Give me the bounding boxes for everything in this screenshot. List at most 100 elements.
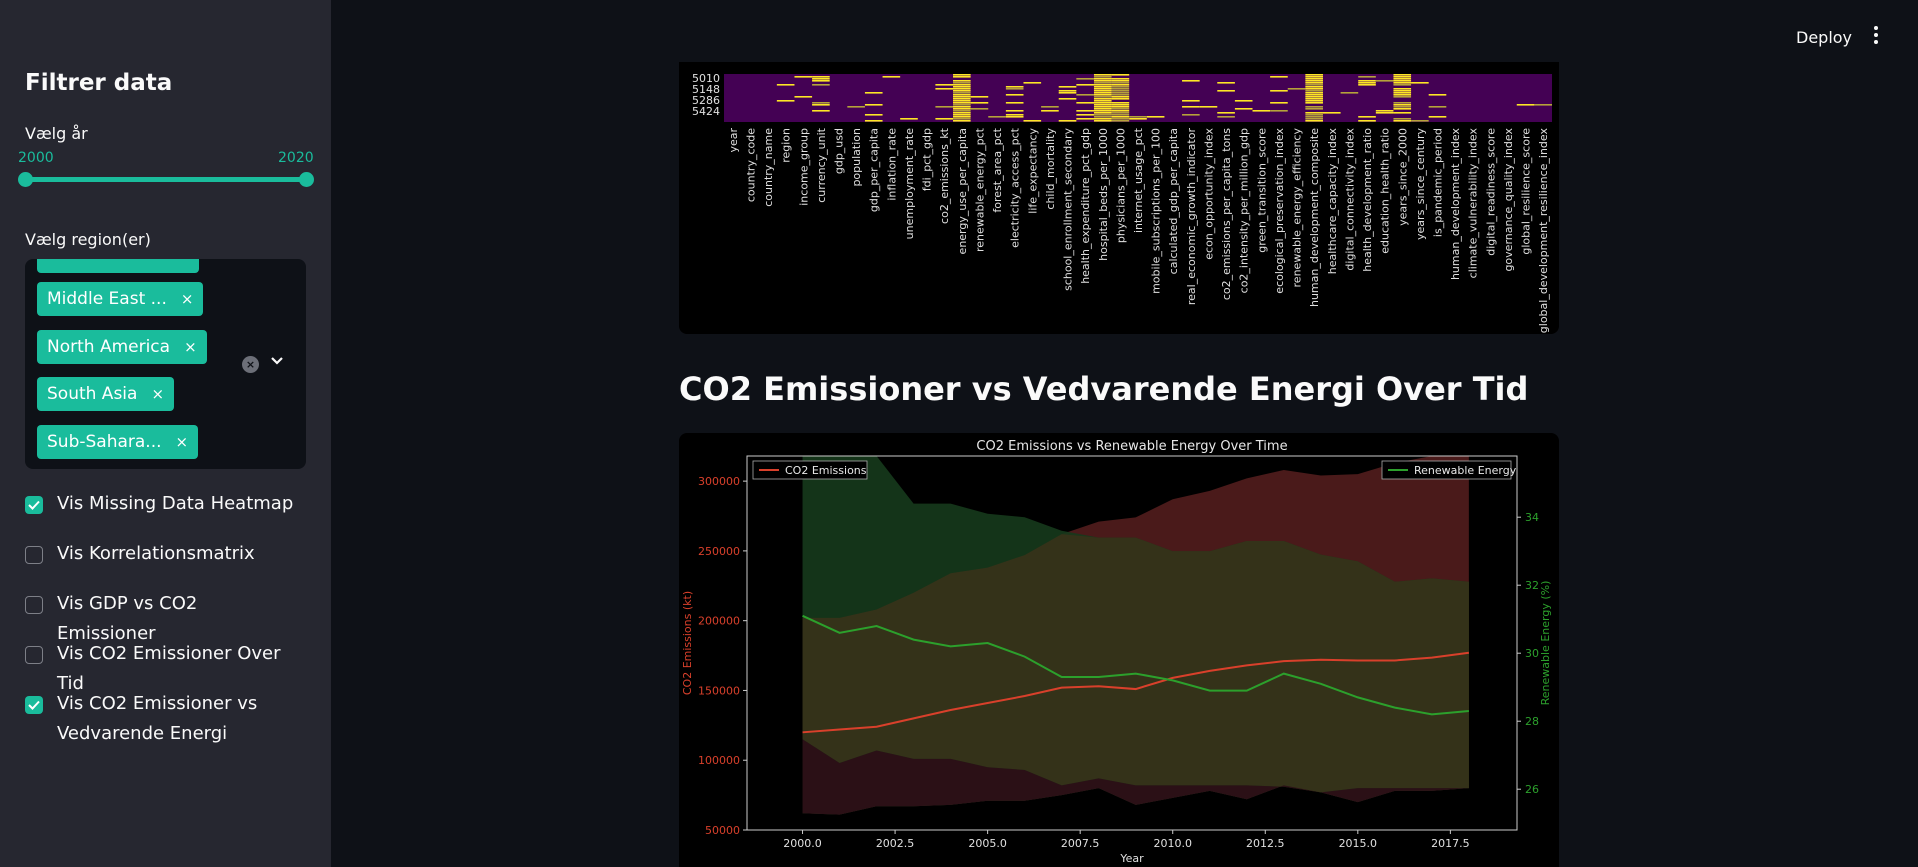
heatmap-missing-cell [1058, 92, 1077, 94]
heatmap-missing-cell [1305, 118, 1323, 120]
heatmap-missing-cell [1393, 104, 1412, 106]
checkbox-unchecked-icon[interactable] [25, 646, 43, 664]
checkbox-checked-icon[interactable] [25, 696, 43, 714]
heatmap-missing-cell [1076, 118, 1094, 120]
heatmap-column-label: population [850, 128, 863, 187]
remove-tag-icon[interactable]: × [180, 290, 194, 308]
heatmap-missing-cell [1393, 76, 1412, 78]
heatmap-missing-cell [1305, 80, 1323, 82]
x-axis-label: Year [1119, 852, 1144, 865]
heatmap-area [724, 74, 1552, 122]
heatmap-missing-cell [1111, 82, 1130, 84]
heatmap-missing-cell [1428, 106, 1447, 108]
heatmap-column-label: global_development_resilience_index [1537, 128, 1550, 334]
heatmap-missing-cell [1411, 120, 1429, 122]
checkbox-co2-vs-renewable[interactable]: Vis CO2 Emissioner vs Vedvarende Energi [25, 693, 297, 749]
heatmap-missing-cell [1217, 116, 1235, 118]
checkbox-unchecked-icon[interactable] [25, 596, 43, 614]
heatmap-missing-cell [1305, 112, 1323, 114]
heatmap-missing-cell [1199, 106, 1218, 108]
heatmap-missing-cell [953, 82, 971, 84]
x-tick-label: 2017.5 [1431, 837, 1470, 850]
checkbox-checked-icon[interactable] [25, 496, 43, 514]
checkbox-correlation[interactable]: Vis Korrelationsmatrix [25, 543, 297, 569]
heatmap-missing-cell [1093, 80, 1112, 82]
y-axis-label: CO2 Emissions (kt) [681, 591, 694, 695]
heatmap-missing-cell [1005, 86, 1024, 88]
heatmap-column-label: internet_usage_pct [1132, 127, 1145, 233]
heatmap-missing-cell [1111, 112, 1130, 114]
y-right-axis-label: Renewable Energy (%) [1539, 581, 1552, 706]
heatmap-column-label: country_code [744, 128, 757, 202]
checkbox-missing-heatmap[interactable]: Vis Missing Data Heatmap [25, 493, 297, 519]
remove-tag-icon[interactable]: × [151, 385, 165, 403]
heatmap-missing-cell [1270, 102, 1288, 104]
heatmap-column-label: real_economic_growth_indicator [1185, 128, 1198, 306]
heatmap-missing-cell [1005, 110, 1024, 112]
heatmap-column-label: co2_emissions_per_capita_tons [1220, 128, 1233, 300]
y-tick-label: 200000 [698, 615, 740, 628]
remove-tag-icon[interactable]: × [184, 338, 197, 356]
heatmap-missing-cell [1093, 102, 1112, 104]
year-slider-track[interactable] [25, 177, 306, 182]
heatmap-missing-cell [953, 86, 971, 88]
heatmap-missing-cell [1111, 86, 1130, 88]
heatmap-missing-cell [1270, 90, 1288, 92]
heatmap-missing-cell [1111, 102, 1130, 104]
heatmap-missing-cell [1093, 74, 1112, 76]
year-slider-max-handle[interactable] [299, 172, 314, 187]
heatmap-missing-cell [1393, 92, 1412, 94]
heatmap-missing-cell [1305, 94, 1323, 96]
heatmap-missing-cell [1093, 84, 1112, 86]
y-tick-label: 100000 [698, 754, 740, 767]
heatmap-missing-cell [1111, 106, 1130, 108]
heatmap-column-label: unemployment_rate [903, 128, 916, 240]
heatmap-column-label: education_health_ratio [1379, 128, 1392, 254]
region-multiselect[interactable]: Middle East ... × North America × South … [25, 259, 306, 469]
chevron-down-icon[interactable] [269, 353, 285, 369]
heatmap-row-label: 5010 [692, 72, 720, 85]
checkbox-co2-over-time[interactable]: Vis CO2 Emissioner Over Tid [25, 643, 297, 699]
heatmap-missing-cell [1305, 84, 1323, 86]
x-tick-label: 2010.0 [1153, 837, 1192, 850]
heatmap-missing-cell [1111, 120, 1130, 122]
heatmap-missing-cell [1393, 96, 1412, 98]
heatmap-missing-cell [953, 102, 971, 104]
x-tick-label: 2005.0 [968, 837, 1007, 850]
heatmap-missing-cell [1305, 88, 1323, 90]
heatmap-column-label: year [727, 128, 740, 153]
heatmap-missing-cell [1393, 84, 1412, 86]
heatmap-missing-cell [1305, 90, 1323, 92]
year-slider-min-handle[interactable] [18, 172, 33, 187]
checkbox-gdp-co2[interactable]: Vis GDP vs CO2 Emissioner [25, 593, 297, 649]
heatmap-missing-cell [1005, 94, 1024, 96]
heatmap-missing-cell [1305, 92, 1323, 94]
heatmap-column-label: forest_area_pct [991, 127, 1004, 212]
heatmap-column-label: school_enrollment_secondary [1062, 128, 1075, 291]
heatmap-missing-cell [1516, 104, 1535, 106]
vertical-dots-icon[interactable] [1872, 26, 1880, 47]
year-slider-max: 2020 [278, 150, 314, 166]
heatmap-missing-cell [1005, 114, 1024, 116]
heatmap-missing-cell [1393, 80, 1412, 82]
heatmap-missing-cell [1093, 104, 1112, 106]
heatmap-missing-cell [1287, 88, 1306, 90]
heatmap-missing-cell [1111, 114, 1130, 116]
checkbox-unchecked-icon[interactable] [25, 546, 43, 564]
heatmap-missing-cell [794, 96, 813, 98]
heatmap-missing-cell [1270, 76, 1288, 78]
remove-tag-icon[interactable]: × [175, 433, 189, 451]
heatmap-missing-cell [1182, 80, 1200, 82]
heatmap-row-label: 5424 [692, 105, 720, 118]
heatmap-missing-cell [1146, 116, 1165, 118]
heatmap-column-label: fdi_pct_gdp [921, 128, 934, 191]
deploy-button[interactable]: Deploy [1796, 28, 1853, 47]
clear-selection-icon[interactable]: × [242, 356, 259, 373]
heatmap-missing-cell [1111, 94, 1130, 96]
heatmap-column-label: electricity_access_pct [1009, 127, 1022, 248]
heatmap-missing-cell [1358, 82, 1376, 84]
heatmap-missing-cell [953, 108, 971, 110]
heatmap-missing-cell [1111, 90, 1130, 92]
heatmap-missing-cell [1111, 88, 1130, 90]
heatmap-missing-cell [1305, 106, 1323, 108]
